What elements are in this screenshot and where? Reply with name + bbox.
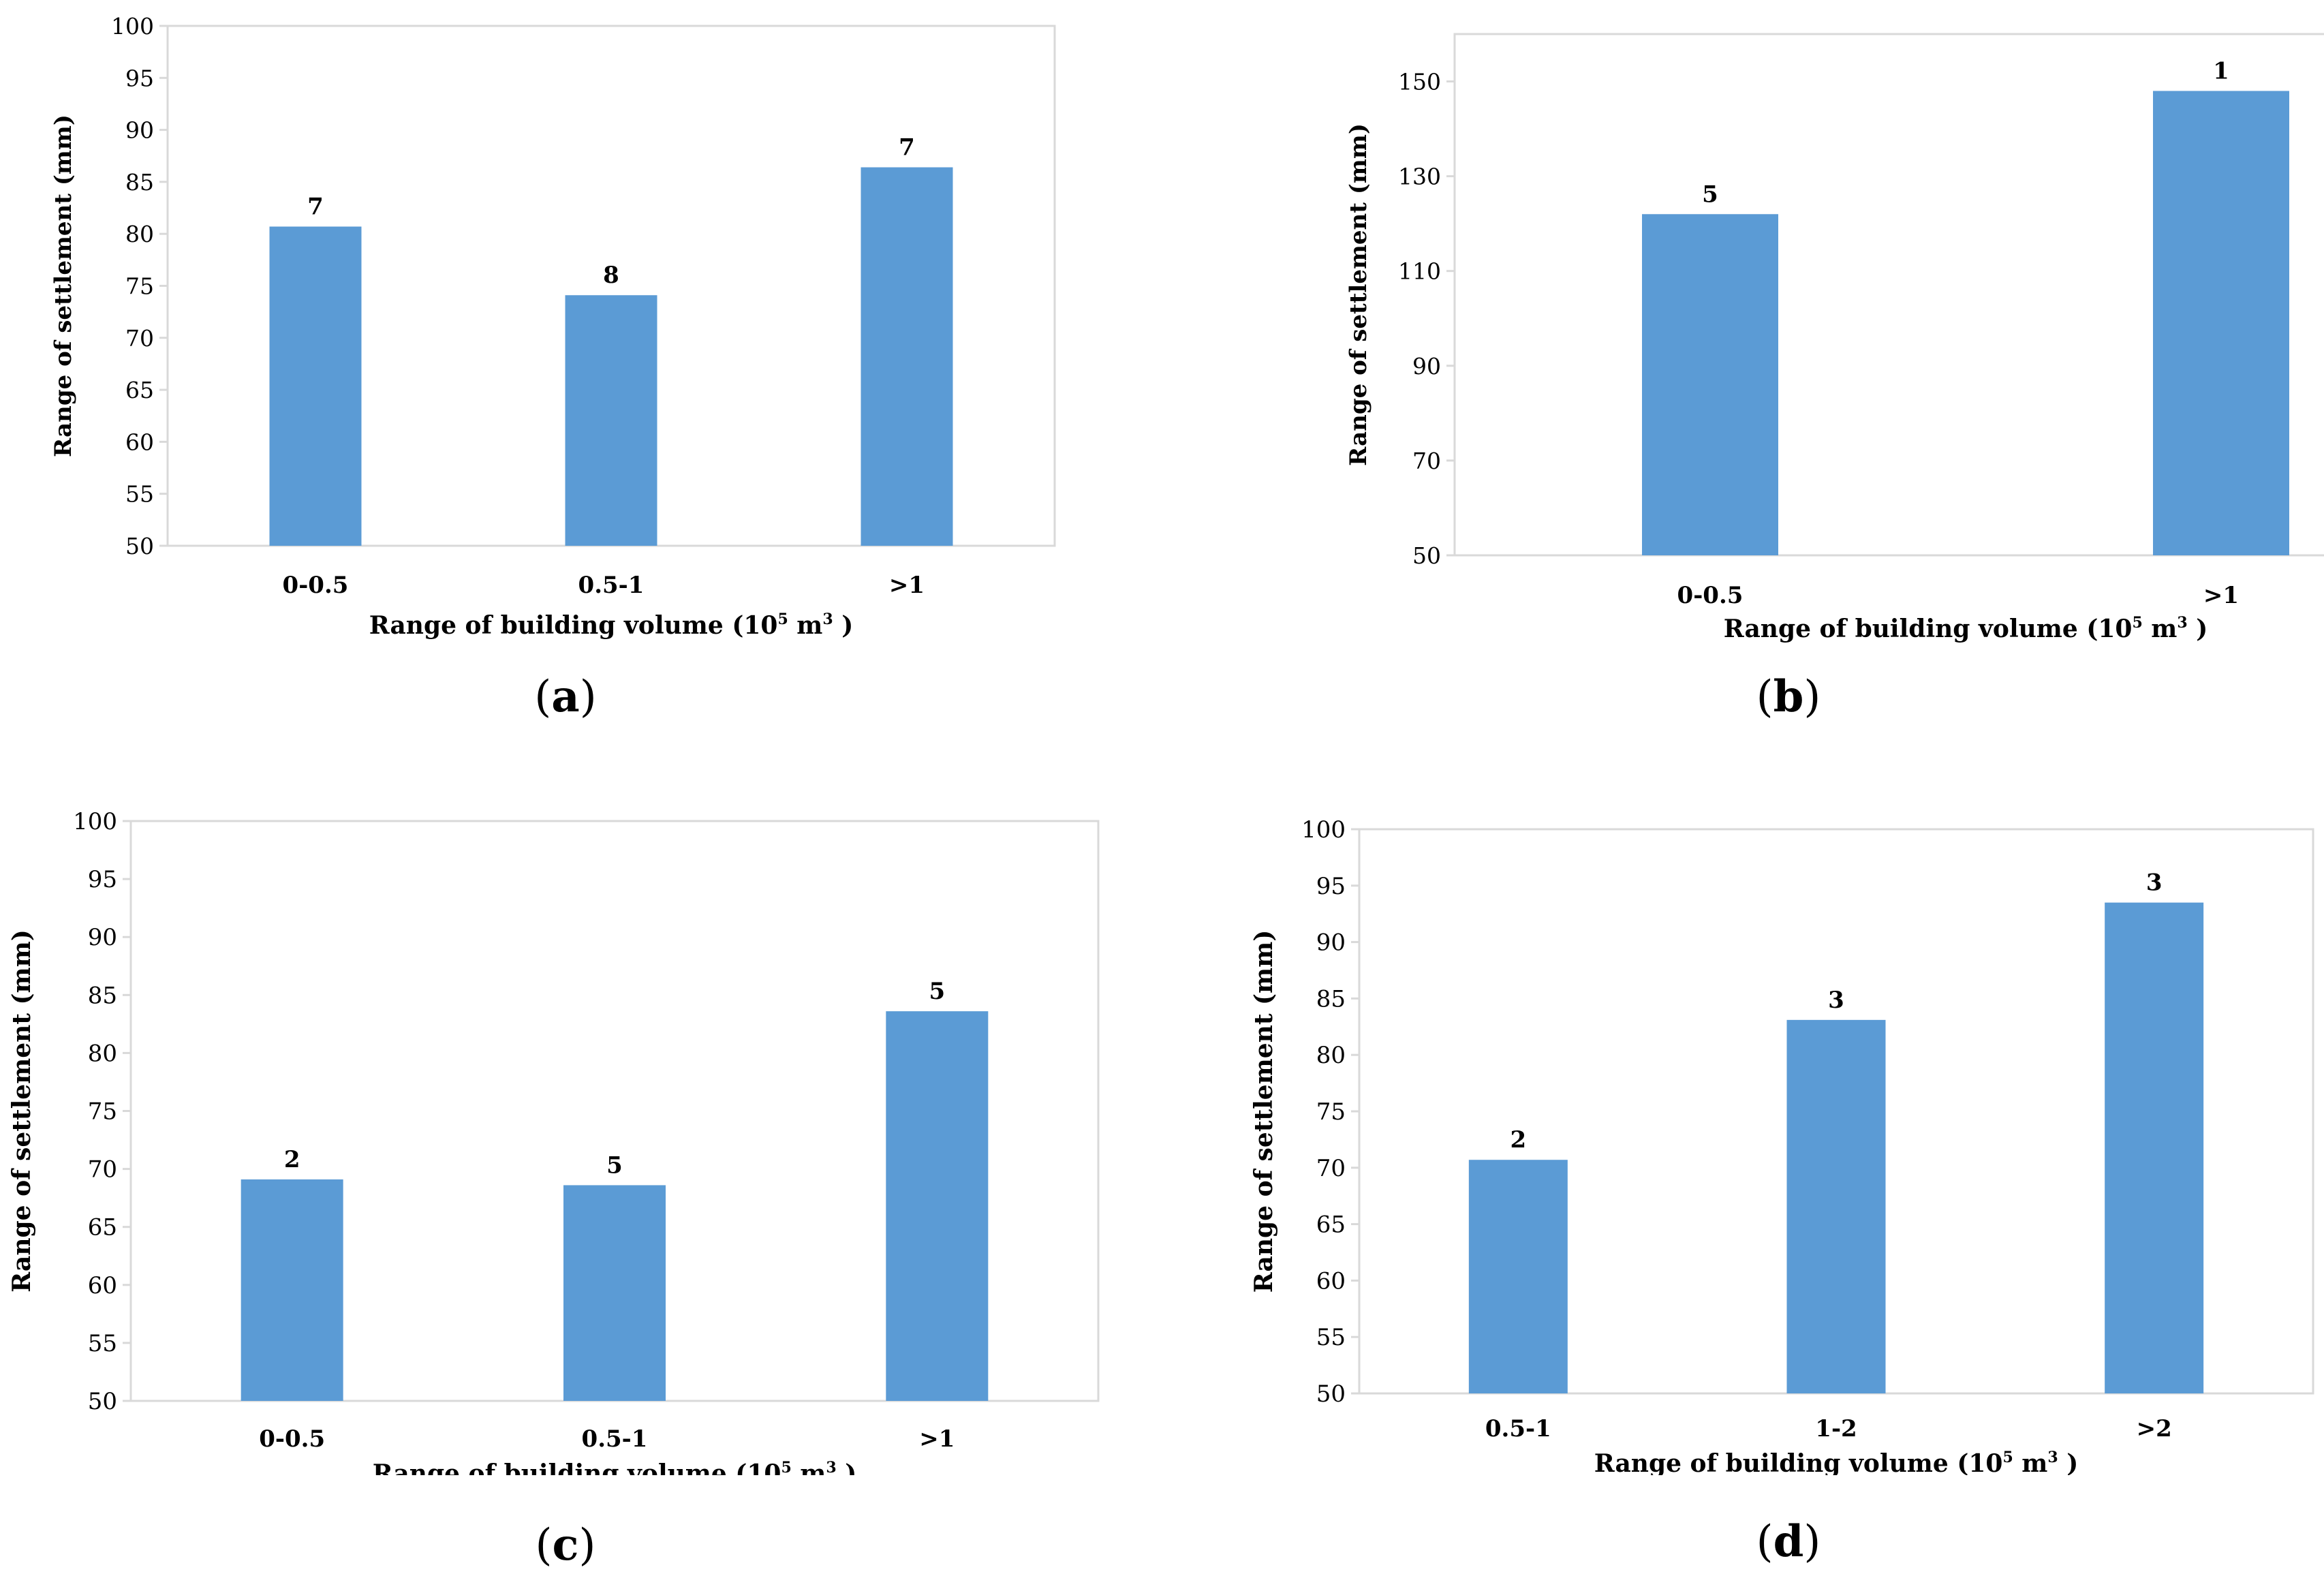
data-label: 2 [1510,1126,1526,1154]
y-tick-label: 90 [125,117,154,144]
y-axis-label: Range of settlement (mm) [7,929,36,1292]
bar [563,1185,666,1401]
x-tick-label: >1 [919,1425,955,1453]
y-axis-label: Range of settlement (mm) [1345,123,1372,466]
x-tick-label: 0.5-1 [582,1425,648,1453]
y-tick-label: 90 [88,924,117,951]
x-axis-label: Range of building volume (105 m3 ) [1594,1449,2079,1475]
data-label: 3 [1828,987,1844,1014]
y-tick-label: 70 [1316,1155,1346,1182]
y-tick-label: 60 [1316,1267,1346,1295]
x-tick-label: 0-0.5 [283,572,349,599]
x-tick-label: 0.5-1 [1485,1415,1551,1442]
bar [1642,214,1778,555]
caption-d: (d) [1756,1516,1821,1567]
data-label: 8 [603,262,619,289]
y-tick-label: 75 [88,1098,117,1126]
y-tick-label: 50 [125,533,154,559]
y-tick-label: 80 [1316,1042,1346,1069]
y-tick-label: 70 [1412,448,1441,474]
y-tick-label: 95 [1316,873,1346,900]
caption-c: (c) [535,1519,596,1571]
chart-panel-c: 50 55 60 65 70 75 80 85 90 95 100 2 0-0.5 5 0.5-1 5 >1 Ra… [7,808,1100,1475]
y-tick-label: 65 [88,1214,117,1241]
data-label: 5 [1702,181,1718,208]
y-tick-label: 50 [1316,1380,1346,1408]
y-tick-label: 90 [1412,353,1441,380]
y-tick-label: 100 [73,808,117,835]
y-tick-label: 75 [1316,1098,1346,1126]
bar [861,167,953,546]
y-tick-label: 75 [125,273,154,300]
y-tick-label: 85 [125,169,154,196]
y-tick-label: 70 [125,325,154,352]
data-label: 7 [307,194,324,221]
y-axis-label: Range of settlement (mm) [1250,930,1278,1293]
x-axis-label: Range of building volume (105 m3 ) [1724,614,2208,643]
bar [886,1011,989,1401]
x-tick-label: 0-0.5 [1677,582,1744,609]
y-tick-label: 50 [1412,542,1441,569]
y-tick-label: 95 [125,65,154,91]
y-tick-label: 55 [125,481,154,508]
chart-panel-b: 50 70 90 110 130 150 5 0-0.5 1 >1 Range of buildin… [1345,33,2324,643]
y-tick-label: 65 [1316,1211,1346,1239]
data-label: 7 [899,134,915,161]
y-tick-label: 95 [88,866,117,893]
y-axis-label: Range of settlement (mm) [50,114,77,457]
y-tick-label: 85 [1316,985,1346,1013]
x-tick-label: >1 [889,572,925,599]
chart-panel-a: 50 55 60 65 70 75 80 85 90 95 100 7 0-0.5 8 0.5-1 7 >1 Ra… [50,13,1056,640]
x-axis-label: Range of building volume (105 m3 ) [373,1459,857,1475]
y-tick-label: 85 [88,982,117,1009]
bar [2105,902,2204,1393]
bar [2153,91,2289,556]
bar [565,295,657,546]
x-axis-label: Range of building volume (105 m3 ) [369,611,854,640]
x-tick-label: >1 [2203,582,2239,609]
plot-frame [1453,33,2324,557]
y-tick-label: 60 [125,429,154,455]
x-tick-label: 0-0.5 [259,1425,325,1453]
bar [241,1179,343,1401]
y-tick-label: 55 [1316,1324,1346,1351]
x-tick-label: 0.5-1 [578,572,645,599]
y-tick-label: 50 [88,1388,117,1415]
data-label: 5 [606,1152,623,1179]
y-tick-label: 70 [88,1156,117,1184]
bar [1786,1019,1886,1393]
bar [269,226,362,546]
y-tick-label: 80 [88,1040,117,1067]
data-label: 1 [2213,57,2229,84]
caption-b: (b) [1756,671,1821,722]
data-label: 3 [2146,869,2163,897]
data-label: 5 [929,978,945,1005]
y-tick-label: 80 [125,221,154,247]
y-tick-label: 60 [88,1272,117,1299]
y-tick-label: 100 [111,13,154,40]
data-label: 2 [284,1146,300,1173]
x-tick-label: 1-2 [1815,1415,1857,1442]
chart-panel-d: 50 55 60 65 70 75 80 85 90 95 100 2 0.5-1 3 1-2 3 >2 Rang… [1250,816,2314,1475]
y-tick-label: 55 [88,1330,117,1357]
caption-a: (a) [534,671,597,722]
y-tick-label: 110 [1398,258,1441,285]
y-tick-label: 150 [1398,69,1441,95]
x-tick-label: >2 [2137,1415,2172,1442]
y-tick-label: 100 [1301,816,1346,844]
y-tick-label: 65 [125,377,154,403]
y-tick-label: 90 [1316,929,1346,957]
y-tick-label: 130 [1398,164,1441,190]
bar [1468,1160,1568,1393]
